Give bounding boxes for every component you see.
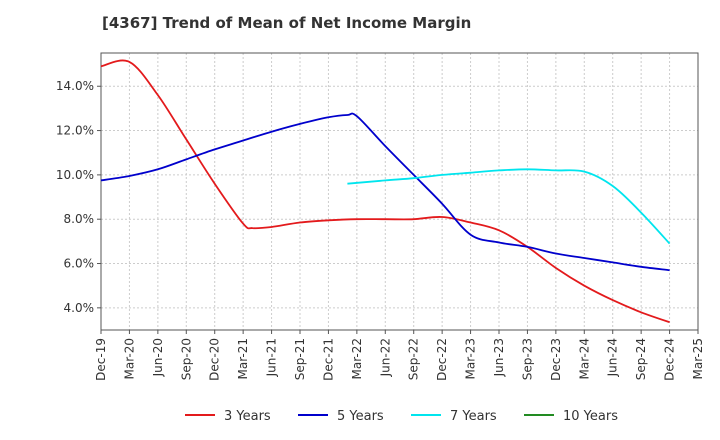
x-tick-label: Dec-22 [435, 338, 449, 381]
legend: 3 Years 5 Years 7 Years 10 Years [185, 409, 618, 424]
chart-title: [4367] Trend of Mean of Net Income Margi… [102, 14, 472, 32]
legend-label: 7 Years [450, 409, 497, 424]
legend-label: 5 Years [337, 409, 384, 424]
series-lines [100, 59, 671, 324]
x-tick-label: Dec-23 [549, 338, 563, 381]
x-tick-label: Mar-25 [691, 338, 705, 379]
x-tick-label: Jun-23 [492, 338, 506, 377]
x-tick-label: Mar-22 [350, 338, 364, 379]
legend-label: 10 Years [563, 409, 618, 424]
x-tick-label: Mar-24 [577, 338, 591, 379]
legend-label: 3 Years [224, 409, 271, 424]
x-tick-label: Jun-22 [378, 338, 392, 377]
x-tick-label: Dec-19 [94, 338, 108, 381]
x-tick-label: Dec-20 [208, 338, 222, 381]
x-tick-label: Sep-23 [520, 338, 534, 380]
x-tick-label: Dec-21 [321, 338, 335, 381]
x-tick-label: Sep-24 [634, 338, 648, 380]
y-axis-ticks: 4.0% 6.0% 8.0% 10.0% 12.0% 14.0% [56, 79, 101, 315]
x-tick-label: Mar-21 [236, 338, 250, 379]
series-line-2 [100, 112, 670, 272]
x-tick-label: Mar-20 [122, 338, 136, 379]
x-tick-label: Sep-21 [293, 338, 307, 380]
y-tick-label: 4.0% [64, 301, 95, 315]
x-tick-label: Sep-22 [407, 338, 421, 380]
series-line-3 [347, 168, 671, 245]
x-tick-label: Dec-24 [663, 338, 677, 381]
x-tick-label: Jun-20 [151, 338, 165, 377]
y-tick-label: 12.0% [56, 124, 94, 138]
x-tick-label: Mar-23 [464, 338, 478, 379]
x-tick-label: Jun-24 [606, 338, 620, 377]
grid-lines [100, 53, 699, 330]
x-tick-label: Jun-21 [265, 338, 279, 377]
x-axis-ticks: Dec-19 Mar-20 Jun-20 Sep-20 Dec-20 Mar-21 Jun-… [94, 330, 705, 381]
plot-area [100, 52, 699, 331]
y-tick-label: 10.0% [56, 168, 94, 182]
y-tick-label: 8.0% [64, 212, 95, 226]
x-tick-label: Sep-20 [179, 338, 193, 380]
y-tick-label: 6.0% [64, 257, 95, 271]
y-tick-label: 14.0% [56, 79, 94, 93]
series-line-1 [100, 59, 670, 324]
